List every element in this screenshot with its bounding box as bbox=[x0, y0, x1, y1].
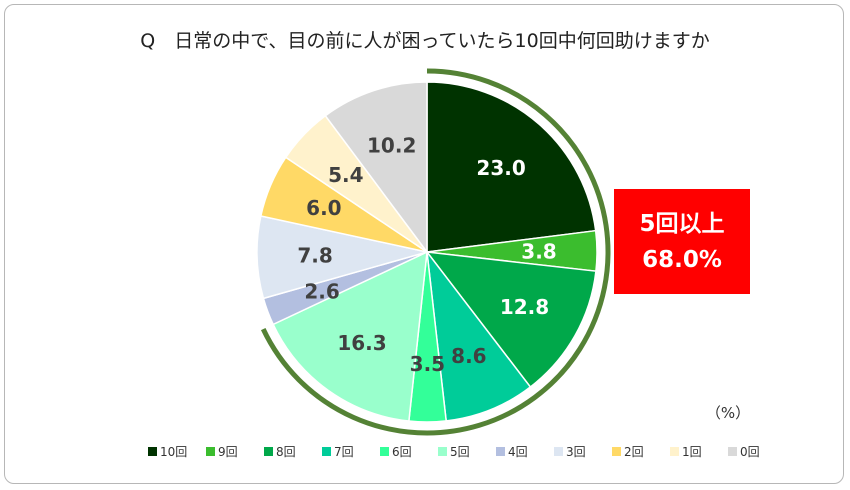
pie-slice-0回 bbox=[324, 81, 428, 255]
legend-swatch-1回 bbox=[670, 447, 679, 456]
legend-label-5回: 5回 bbox=[450, 445, 470, 459]
pie-slice-10回 bbox=[426, 81, 597, 253]
data-label-8回: 12.8 bbox=[500, 295, 549, 319]
legend-swatch-8回 bbox=[264, 447, 273, 456]
data-label-7回: 8.6 bbox=[451, 344, 486, 368]
data-label-3回: 7.8 bbox=[297, 244, 332, 268]
legend-swatch-6回 bbox=[380, 447, 389, 456]
legend-swatch-4回 bbox=[496, 447, 505, 456]
legend-swatch-10回 bbox=[148, 447, 157, 456]
highlight-callout: 5回以上 68.0% bbox=[614, 189, 750, 294]
legend-swatch-7回 bbox=[322, 447, 331, 456]
pie-slice-7回 bbox=[425, 249, 532, 422]
legend: 10回 9回 8回 7回 6回 5回 4回 3回 2回 1回 0回 bbox=[148, 445, 760, 459]
legend-swatch-0回 bbox=[728, 447, 737, 456]
data-labels: 23.0 3.8 12.8 8.63.5 16.3 2.6 7.8 6.0 5.410.2 bbox=[297, 134, 556, 376]
callout-label: 5回以上 bbox=[639, 210, 725, 237]
legend-label-9回: 9回 bbox=[218, 445, 238, 459]
pie-slices bbox=[256, 81, 598, 423]
highlight-arc bbox=[260, 68, 611, 436]
data-label-0回: 10.2 bbox=[367, 134, 416, 158]
legend-swatch-2回 bbox=[612, 447, 621, 456]
data-label-2回: 6.0 bbox=[306, 196, 341, 220]
legend-label-6回: 6回 bbox=[392, 445, 412, 459]
legend-swatch-9回 bbox=[206, 447, 215, 456]
legend-label-10回: 10回 bbox=[160, 445, 187, 459]
legend-label-8回: 8回 bbox=[276, 445, 296, 459]
legend-label-4回: 4回 bbox=[508, 445, 528, 459]
legend-swatch-5回 bbox=[438, 447, 447, 456]
legend-label-0回: 0回 bbox=[740, 445, 760, 459]
data-label-9回: 3.8 bbox=[521, 239, 556, 263]
data-label-5回: 16.3 bbox=[337, 331, 386, 355]
legend-label-7回: 7回 bbox=[334, 445, 354, 459]
data-label-4回: 2.6 bbox=[304, 279, 339, 303]
legend-label-1回: 1回 bbox=[682, 445, 702, 459]
callout-value: 68.0% bbox=[642, 246, 722, 273]
highlight-arc-group bbox=[260, 68, 611, 436]
legend-label-3回: 3回 bbox=[566, 445, 586, 459]
legend-swatch-3回 bbox=[554, 447, 563, 456]
unit-label: （%） bbox=[706, 404, 750, 422]
legend-label-2回: 2回 bbox=[624, 445, 644, 459]
data-label-1回: 5.4 bbox=[328, 163, 363, 187]
chart-title: Q 日常の中で、目の前に人が困っていたら10回中何回助けますか bbox=[140, 30, 709, 52]
pie-slice-5回 bbox=[272, 250, 428, 422]
pie-slice-8回 bbox=[425, 251, 597, 389]
data-label-10回: 23.0 bbox=[476, 156, 525, 180]
data-label-6回: 3.5 bbox=[410, 352, 445, 376]
